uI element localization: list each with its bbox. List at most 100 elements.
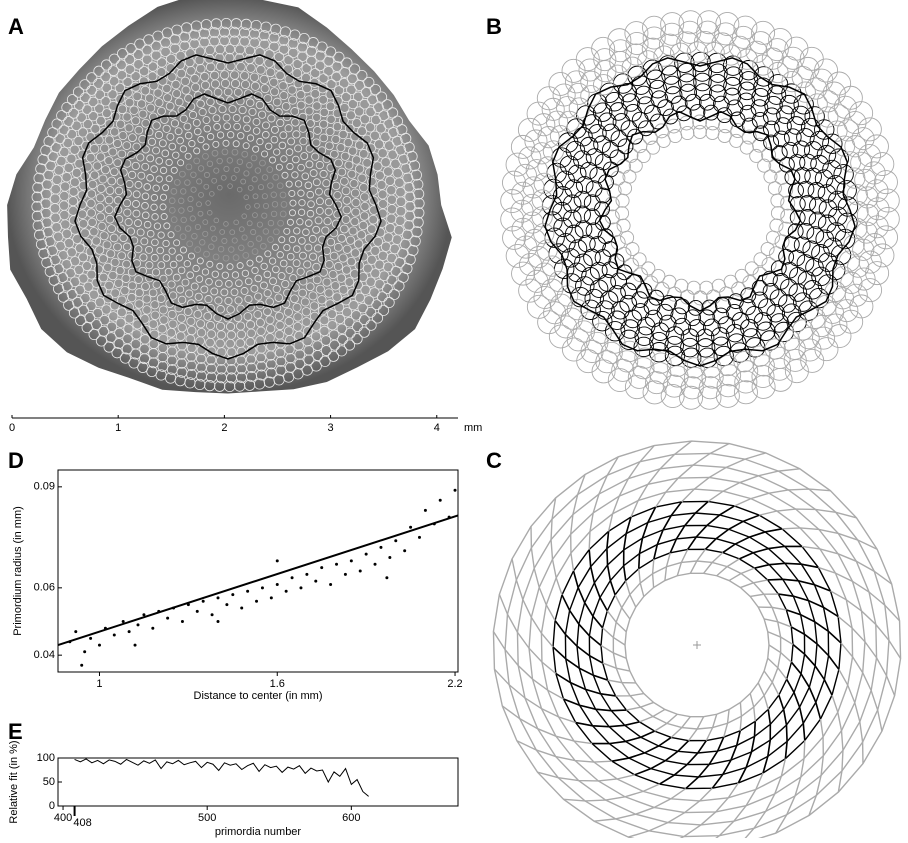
primordium <box>275 163 283 171</box>
primordium <box>246 134 255 142</box>
primordium <box>256 137 264 146</box>
primordium <box>79 79 91 91</box>
primordium <box>230 175 237 181</box>
primordium <box>132 209 141 218</box>
primordium <box>63 116 75 127</box>
primordium-circle <box>656 133 671 148</box>
x-tick-label: 600 <box>342 812 360 824</box>
scale-tick-label: 3 <box>328 422 334 434</box>
primordium <box>221 237 228 244</box>
primordium <box>213 123 221 131</box>
primordium-circle <box>817 90 840 113</box>
primordium <box>175 331 186 342</box>
primordium <box>341 186 351 196</box>
primordium <box>225 355 237 366</box>
primordium <box>157 323 167 334</box>
primordium <box>170 188 178 195</box>
primordium-circle <box>762 107 781 126</box>
primordium <box>146 174 154 182</box>
primordium <box>32 182 44 194</box>
primordium <box>312 225 321 234</box>
primordium-circle <box>752 137 768 153</box>
primordium <box>134 125 144 135</box>
primordium-circle <box>574 253 593 273</box>
primordium <box>104 280 114 291</box>
primordium <box>339 102 350 113</box>
primordium <box>224 296 233 306</box>
scatter-point <box>240 606 244 610</box>
primordium <box>369 152 380 163</box>
primordium <box>285 352 296 364</box>
scatter-point <box>314 579 318 583</box>
primordium <box>226 263 234 271</box>
primordium-circle <box>770 260 787 277</box>
primordium <box>66 153 77 164</box>
scatter-point <box>255 599 259 603</box>
mesh-spoke <box>606 531 616 596</box>
primordium <box>168 206 176 214</box>
primordium <box>237 132 245 140</box>
scatter-point <box>329 582 333 586</box>
primordium-circle <box>579 161 598 180</box>
primordium <box>341 215 351 224</box>
primordium-circle <box>644 309 663 328</box>
scatter-point <box>358 569 362 573</box>
primordium-circle <box>580 299 601 320</box>
primordium <box>161 149 170 158</box>
primordium-circle <box>678 10 703 35</box>
mesh-spoke <box>711 730 741 789</box>
primordium <box>134 180 143 189</box>
mesh-spoke <box>767 578 831 592</box>
primordium <box>113 158 123 168</box>
primordium <box>136 99 147 109</box>
primordium <box>293 245 301 253</box>
scatter-point <box>388 556 392 560</box>
primordium <box>371 312 384 324</box>
primordium-circle <box>567 262 587 283</box>
primordium-circle <box>633 336 654 358</box>
primordium <box>223 221 229 227</box>
primordium <box>413 197 425 209</box>
primordium-circle <box>518 278 543 303</box>
primordium <box>159 203 167 211</box>
primordium-circle <box>855 221 878 244</box>
primordium-circle <box>502 170 526 195</box>
primordium <box>179 246 187 254</box>
primordium <box>102 240 112 250</box>
primordium <box>299 137 308 146</box>
primordium <box>254 47 265 58</box>
primordium <box>169 43 181 54</box>
primordium <box>134 219 142 228</box>
primordium <box>108 75 120 87</box>
primordium <box>321 226 330 235</box>
primordium-circle <box>809 196 827 215</box>
primordium <box>266 358 277 370</box>
primordium <box>284 124 293 133</box>
primordium <box>197 135 205 144</box>
primordium <box>88 111 99 122</box>
primordium-circle <box>761 147 777 163</box>
primordium <box>290 107 300 116</box>
primordium <box>128 357 140 369</box>
primordium-circle <box>684 309 702 327</box>
primordium <box>377 148 388 159</box>
plot-frame <box>57 469 459 673</box>
primordium <box>218 105 227 114</box>
primordium-circle <box>838 250 861 272</box>
primordium-circle <box>624 21 649 46</box>
primordium <box>326 114 336 124</box>
primordium-circle <box>852 238 875 261</box>
primordium <box>117 149 127 159</box>
scatter-point <box>83 650 87 654</box>
primordium <box>319 107 329 118</box>
primordium <box>121 343 133 355</box>
primordium-circle <box>708 84 727 103</box>
primordium-circle <box>765 38 789 62</box>
primordium-circle <box>851 127 875 151</box>
primordium <box>398 153 409 165</box>
primordium <box>206 160 214 167</box>
primordium <box>195 275 204 283</box>
primordium-circle <box>716 374 740 398</box>
primordium-circle <box>808 287 830 309</box>
primordium <box>325 46 337 58</box>
